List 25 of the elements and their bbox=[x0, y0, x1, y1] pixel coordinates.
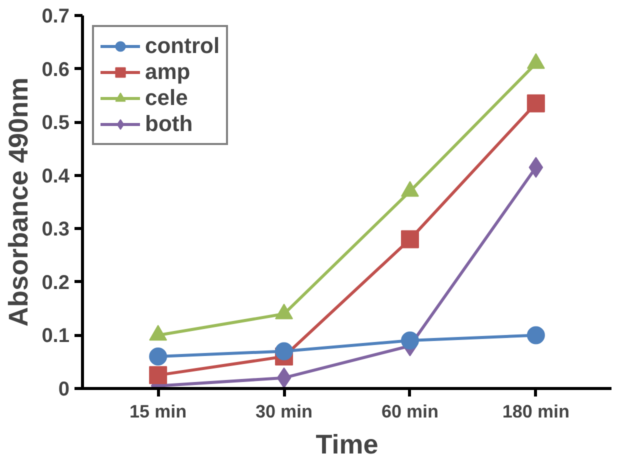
point bbox=[149, 348, 168, 366]
x-tick-label: 30 min bbox=[256, 402, 313, 422]
point bbox=[400, 230, 419, 248]
legend-label: both bbox=[145, 111, 193, 137]
point bbox=[275, 342, 294, 360]
x-tick-label: 15 min bbox=[130, 402, 187, 422]
y-tick-label: 0.3 bbox=[42, 218, 70, 241]
legend-label: control bbox=[145, 33, 220, 59]
y-tick-label: 0.4 bbox=[42, 165, 70, 188]
legend-label: cele bbox=[145, 85, 188, 111]
y-tick-label: 0.5 bbox=[42, 112, 70, 134]
point bbox=[400, 332, 419, 350]
y-tick-label: 0.1 bbox=[42, 325, 70, 348]
legend-label: amp bbox=[145, 59, 190, 85]
y-tick-label: 0.6 bbox=[42, 58, 70, 81]
point bbox=[526, 94, 545, 112]
x-tick-label: 180 min bbox=[502, 402, 570, 422]
x-tick-label: 60 min bbox=[381, 402, 438, 422]
point bbox=[149, 366, 168, 384]
y-tick-label: 0.7 bbox=[42, 6, 70, 28]
x-axis-title: Time bbox=[316, 430, 378, 460]
y-tick-label: 0.2 bbox=[42, 272, 70, 294]
point bbox=[526, 326, 545, 344]
y-tick-label: 0 bbox=[58, 378, 70, 400]
y-axis-title: Absorbance 490nm bbox=[4, 77, 34, 327]
